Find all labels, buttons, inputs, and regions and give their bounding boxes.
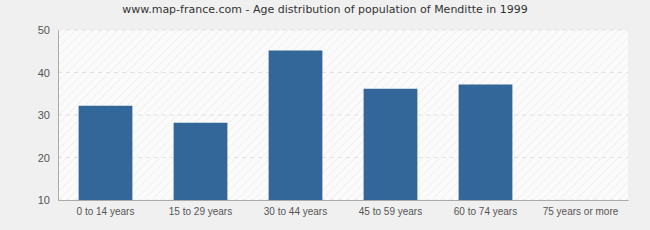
y-tick: 50 — [38, 24, 58, 36]
grid-line — [58, 157, 628, 158]
y-axis: 10 20 30 40 50 — [38, 24, 59, 206]
plot-area — [58, 30, 628, 200]
y-tick-label: 40 — [38, 67, 50, 79]
grid-line — [58, 115, 628, 116]
x-tick: 45 to 59 years — [359, 200, 422, 217]
x-tick: 0 to 14 years — [77, 200, 135, 217]
bar — [459, 85, 511, 200]
y-tick-label: 20 — [38, 152, 50, 164]
y-tick: 40 — [38, 67, 58, 79]
x-tick-label: 30 to 44 years — [264, 206, 327, 217]
x-tick: 60 to 74 years — [454, 200, 517, 217]
y-tick-label: 50 — [38, 24, 50, 36]
x-tick-label: 75 years or more — [543, 206, 619, 217]
title: www.map-france.com - Age distribution of… — [122, 3, 528, 16]
bars — [79, 51, 511, 200]
x-tick-label: 45 to 59 years — [359, 206, 422, 217]
x-tick-label: 15 to 29 years — [169, 206, 232, 217]
y-tick: 20 — [38, 152, 58, 164]
x-tick: 15 to 29 years — [169, 200, 232, 217]
x-tick: 30 to 44 years — [264, 200, 327, 217]
bar — [269, 51, 321, 200]
x-axis-line — [59, 200, 629, 201]
x-tick: 75 years or more — [543, 200, 619, 217]
x-axis: 0 to 14 years 15 to 29 years 30 to 44 year… — [59, 200, 629, 217]
x-tick-label: 60 to 74 years — [454, 206, 517, 217]
grid-line — [58, 72, 628, 73]
grid-line — [58, 200, 628, 201]
plot: 10 20 30 40 50 0 to 14 years 15 to 29 years 30 … — [38, 24, 629, 217]
y-tick: 30 — [38, 109, 58, 121]
bar — [554, 199, 606, 200]
bar — [364, 90, 416, 201]
background — [0, 0, 650, 230]
bar — [79, 107, 131, 201]
grid — [58, 30, 628, 200]
y-axis-line — [58, 31, 59, 201]
grid-line — [58, 30, 628, 31]
bar — [174, 124, 226, 201]
y-tick-label: 10 — [38, 194, 50, 206]
chart: 10 20 30 40 50 0 to 14 years 15 to 29 years 30 … — [0, 0, 650, 230]
y-tick-label: 30 — [38, 109, 50, 121]
y-tick: 10 — [38, 194, 58, 206]
x-tick-label: 0 to 14 years — [77, 206, 135, 217]
